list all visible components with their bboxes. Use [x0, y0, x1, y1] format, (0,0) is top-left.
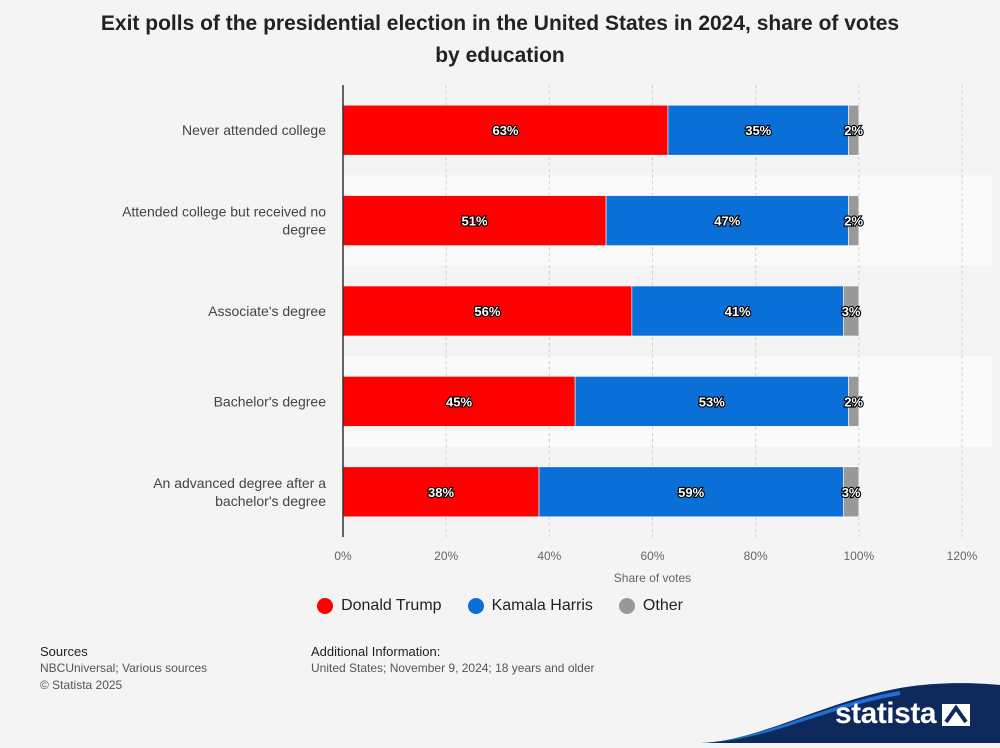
sources-text[interactable]: NBCUniversal; Various sources	[40, 661, 208, 675]
category-label: An advanced degree after a bachelor's deg…	[153, 475, 326, 509]
data-label: 2%	[844, 214, 863, 229]
data-label: 3%	[842, 485, 861, 500]
legend-label-trump: Donald Trump	[341, 597, 442, 614]
category-label-line: Never attended college	[182, 122, 326, 138]
category-label: Never attended college	[182, 122, 326, 138]
x-tick-label: 20%	[434, 549, 458, 563]
data-label: 63%	[492, 123, 518, 138]
data-label: 38%	[428, 485, 454, 500]
legend-swatch-other	[618, 598, 635, 614]
bar-segment	[538, 466, 844, 518]
bar-segment	[843, 285, 860, 337]
category-label: Attended college but received no degree	[122, 204, 326, 238]
data-label: 59%	[678, 485, 704, 500]
data-label: 53%	[699, 394, 725, 409]
category-label-line: degree	[282, 222, 326, 238]
bar-segment	[342, 466, 540, 518]
x-tick-label: 120%	[947, 549, 978, 563]
brand-name: statista	[834, 697, 937, 730]
data-label: 41%	[725, 304, 751, 319]
data-label: 56%	[474, 304, 500, 319]
bar-segment	[574, 376, 849, 427]
legend-swatch-harris	[467, 598, 484, 614]
x-tick-label: 60%	[640, 549, 664, 563]
data-label: 35%	[745, 123, 771, 138]
additional-info-heading: Additional Information:	[311, 644, 441, 659]
additional-info-text: United States; November 9, 2024; 18 year…	[311, 661, 595, 675]
data-label: 3%	[842, 304, 861, 319]
x-tick-label: 100%	[843, 549, 874, 563]
copyright-text: © Statista 2025	[40, 678, 123, 692]
category-label-line: Attended college but received no	[122, 204, 326, 220]
data-label: 45%	[446, 394, 472, 409]
legend-item-other[interactable]: Other	[618, 597, 683, 615]
data-label: 2%	[844, 123, 863, 138]
statista-logo[interactable]: statista	[700, 683, 1000, 743]
bar-segment	[843, 466, 860, 518]
legend-item-harris[interactable]: Kamala Harris	[467, 597, 593, 615]
bar-segment	[848, 376, 860, 427]
category-label: Associate's degree	[208, 303, 326, 319]
additional-info-block: Additional Information: United States; N…	[311, 643, 595, 677]
legend-swatch-trump	[317, 598, 334, 614]
legend-label-other: Other	[642, 597, 683, 614]
chart-title: Exit polls of the presidential election …	[100, 12, 900, 67]
bar-segment	[605, 195, 849, 246]
category-label-line: Associate's degree	[208, 303, 326, 319]
data-label: 51%	[462, 214, 488, 229]
bar-chart: 0% 20% 40% 60% 80% 100% 120% Share of votes 63% 3…	[122, 85, 978, 585]
category-label-line: An advanced degree after a	[153, 475, 326, 491]
data-label: 2%	[844, 394, 863, 409]
category-label: Bachelor's degree	[214, 393, 327, 409]
legend-label-harris: Kamala Harris	[491, 597, 593, 614]
x-tick-label: 80%	[744, 549, 768, 563]
sources-block: Sources NBCUniversal; Various sources © …	[40, 643, 207, 694]
data-label: 47%	[714, 214, 740, 229]
x-tick-label: 0%	[334, 549, 352, 563]
chart-legend: Donald Trump Kamala Harris Other	[0, 597, 1000, 615]
x-tick-label: 40%	[537, 549, 561, 563]
legend-item-trump[interactable]: Donald Trump	[317, 597, 442, 615]
brand-wave	[700, 683, 1000, 743]
bar-segment	[848, 195, 860, 246]
x-axis-label: Share of votes	[614, 571, 691, 585]
bar-segment	[667, 104, 849, 156]
statista-mark-icon	[942, 704, 970, 726]
sources-heading: Sources	[40, 644, 88, 659]
category-label-line: Bachelor's degree	[214, 393, 327, 409]
bar-segment	[342, 285, 633, 337]
category-label-line: bachelor's degree	[215, 493, 326, 509]
bar-segment	[848, 104, 860, 156]
